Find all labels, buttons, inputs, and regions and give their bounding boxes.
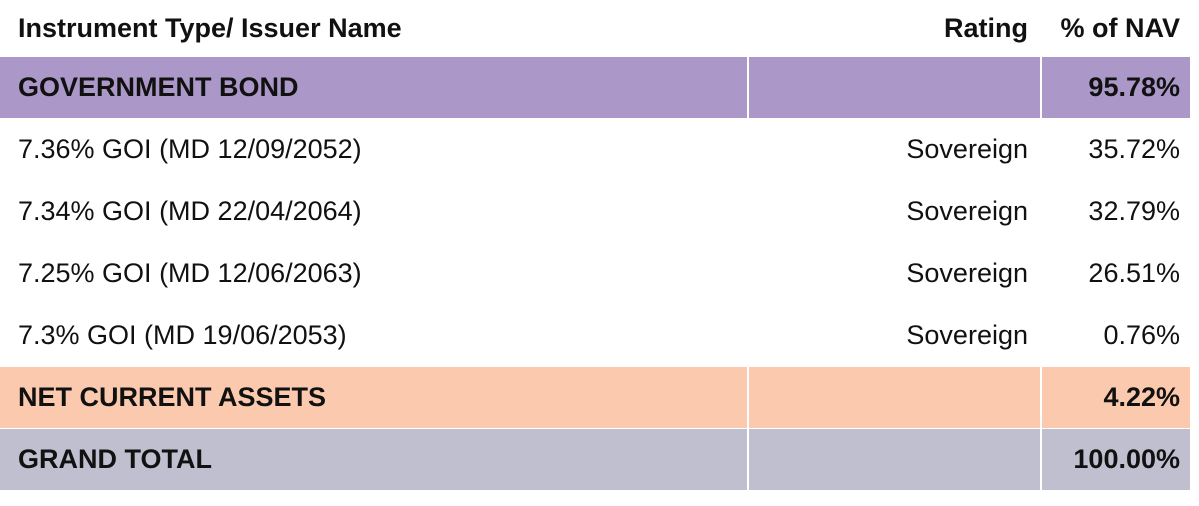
section-name: GOVERNMENT BOND [0, 57, 747, 118]
issuer-name: 7.36% GOI (MD 12/09/2052) [18, 134, 362, 164]
total-name: GRAND TOTAL [0, 429, 747, 490]
rating: Sovereign [906, 134, 1028, 164]
issuer-name: 7.25% GOI (MD 12/06/2063) [18, 258, 362, 288]
section-name: NET CURRENT ASSETS [0, 367, 747, 428]
header-cell: Rating [944, 12, 1028, 43]
issuer-name: 7.34% GOI (MD 22/04/2064) [18, 196, 362, 226]
empty-cell [749, 57, 1040, 118]
total-nav: 100.00% [1042, 429, 1190, 490]
holding-row: 7.25% GOI (MD 12/06/2063) Sovereign 26.5… [0, 243, 1188, 304]
holdings-table: Instrument Type/ Issuer Name Rating % of… [0, 1, 1190, 490]
header-cell: Instrument Type/ Issuer Name [18, 12, 402, 43]
holding-row: 7.36% GOI (MD 12/09/2052) Sovereign 35.7… [0, 119, 1188, 180]
section-nav: 95.78% [1042, 57, 1190, 118]
section-row: GOVERNMENT BOND 95.78% [0, 57, 1190, 118]
nav: 0.76% [1103, 320, 1180, 350]
empty-cell [749, 367, 1040, 428]
issuer-name: 7.3% GOI (MD 19/06/2053) [18, 320, 347, 350]
empty-cell [749, 429, 1040, 490]
rating: Sovereign [906, 320, 1028, 350]
rating: Sovereign [906, 258, 1028, 288]
nav: 26.51% [1088, 258, 1180, 288]
header-row: Instrument Type/ Issuer Name Rating % of… [0, 1, 1188, 55]
header-cell: % of NAV [1060, 12, 1181, 43]
nav: 32.79% [1088, 196, 1180, 226]
rating: Sovereign [906, 196, 1028, 226]
section-nav: 4.22% [1042, 367, 1190, 428]
holding-row: 7.34% GOI (MD 22/04/2064) Sovereign 32.7… [0, 181, 1188, 242]
holding-row: 7.3% GOI (MD 19/06/2053) Sovereign 0.76% [0, 305, 1188, 366]
total-row: GRAND TOTAL 100.00% [0, 429, 1190, 490]
nav: 35.72% [1088, 134, 1180, 164]
section-row: NET CURRENT ASSETS 4.22% [0, 367, 1190, 428]
